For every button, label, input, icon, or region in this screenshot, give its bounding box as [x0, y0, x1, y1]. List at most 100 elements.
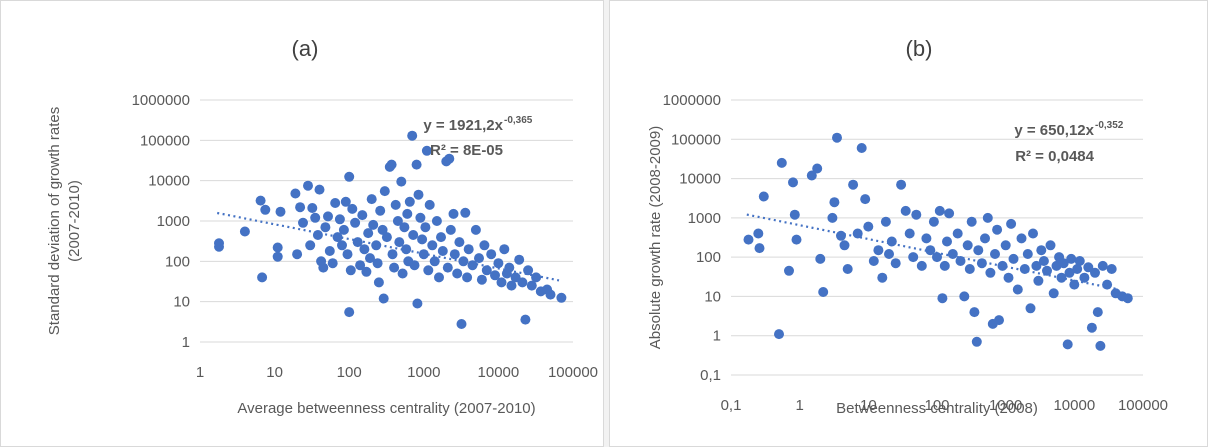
trend-equation: y = 1921,2x — [423, 117, 503, 134]
data-point — [397, 268, 408, 279]
data-point — [992, 224, 1003, 235]
r-squared: R² = 8E-05 — [430, 142, 503, 159]
data-point — [347, 203, 358, 214]
data-point — [359, 244, 370, 255]
y-tick-label: 100 — [696, 249, 721, 266]
data-point — [939, 260, 950, 271]
data-point — [481, 265, 492, 276]
data-point — [378, 293, 389, 304]
data-point — [1092, 307, 1103, 318]
chart-title-b: (b) — [906, 36, 933, 61]
data-point — [916, 260, 927, 271]
data-point — [470, 224, 481, 235]
data-point — [352, 237, 363, 248]
data-point — [758, 191, 769, 202]
data-point — [476, 274, 487, 285]
data-point — [1058, 258, 1069, 269]
data-point — [1074, 256, 1085, 266]
data-point — [789, 209, 800, 220]
x-tick-label: 100 — [924, 397, 949, 414]
data-point — [295, 202, 306, 213]
data-point — [997, 260, 1008, 271]
data-point — [375, 205, 386, 216]
data-point — [934, 205, 945, 216]
trend-exponent: -0,352 — [1095, 120, 1124, 131]
x-tick-label: 10 — [860, 397, 877, 414]
data-point — [966, 216, 977, 227]
panel-divider — [604, 0, 609, 447]
data-point — [275, 206, 286, 217]
x-tick-label: 100000 — [548, 364, 598, 381]
data-point — [486, 249, 497, 260]
data-point — [467, 260, 478, 271]
data-point — [402, 208, 413, 219]
x-tick-label: 1000 — [407, 364, 440, 381]
data-point — [1064, 267, 1075, 278]
trend-exponent: -0,365 — [504, 115, 533, 126]
data-point — [1019, 264, 1030, 274]
data-point — [392, 216, 403, 226]
data-point — [1038, 256, 1049, 266]
data-point — [448, 208, 459, 219]
data-point — [1102, 279, 1113, 290]
data-point — [863, 221, 874, 232]
y-tick-label: 100000 — [671, 131, 721, 148]
data-point — [454, 237, 465, 248]
data-point — [305, 240, 316, 251]
data-point — [942, 236, 952, 247]
data-point — [372, 258, 383, 269]
data-point — [420, 222, 431, 233]
y-tick-label: 10000 — [679, 171, 721, 188]
data-point — [366, 194, 377, 205]
data-point — [1095, 340, 1106, 351]
x-axis-label: Average betweenness centrality (2007-201… — [237, 400, 535, 417]
x-axis-label: Betweenness centrality (2008) — [836, 400, 1038, 417]
data-point — [1025, 303, 1036, 314]
data-point — [499, 244, 510, 255]
data-point — [337, 240, 347, 251]
data-point — [490, 270, 500, 281]
data-point — [431, 216, 442, 226]
data-point — [307, 203, 318, 213]
data-point — [427, 240, 438, 251]
data-point — [994, 315, 1004, 326]
data-point — [399, 222, 410, 233]
data-point — [531, 272, 542, 283]
data-point — [921, 233, 932, 244]
data-point — [964, 264, 975, 274]
data-point — [925, 245, 936, 256]
data-point — [324, 246, 335, 256]
data-point — [396, 176, 407, 187]
data-point — [272, 251, 283, 262]
y-tick-label: 10 — [704, 288, 721, 305]
data-point — [980, 233, 990, 244]
data-point — [776, 157, 787, 168]
data-point — [774, 329, 784, 340]
data-point — [971, 336, 982, 347]
data-point — [344, 307, 355, 318]
data-point — [911, 209, 922, 220]
r-squared: R² = 0,0484 — [1015, 148, 1094, 165]
data-point — [900, 205, 911, 216]
y-tick-label: 100000 — [140, 132, 190, 149]
y-tick-label: 0,1 — [700, 367, 721, 384]
data-point — [848, 179, 859, 190]
data-point — [1036, 245, 1047, 256]
y-axis-label: Absolute growth rate (2008-2009) — [647, 126, 664, 349]
data-point — [1012, 284, 1023, 295]
data-point — [886, 236, 897, 247]
data-point — [1045, 240, 1056, 251]
data-point — [990, 249, 1000, 259]
data-point — [260, 204, 271, 215]
data-point — [357, 210, 368, 221]
y-tick-label: 1000 — [688, 210, 721, 227]
data-point — [868, 256, 879, 266]
data-point — [462, 272, 473, 283]
data-point — [350, 217, 361, 228]
trend-equation: y = 650,12x — [1014, 122, 1094, 139]
data-point — [429, 256, 440, 267]
y-tick-label: 10 — [173, 294, 190, 311]
data-point — [377, 224, 388, 235]
data-point — [298, 217, 308, 228]
data-point — [985, 267, 996, 278]
